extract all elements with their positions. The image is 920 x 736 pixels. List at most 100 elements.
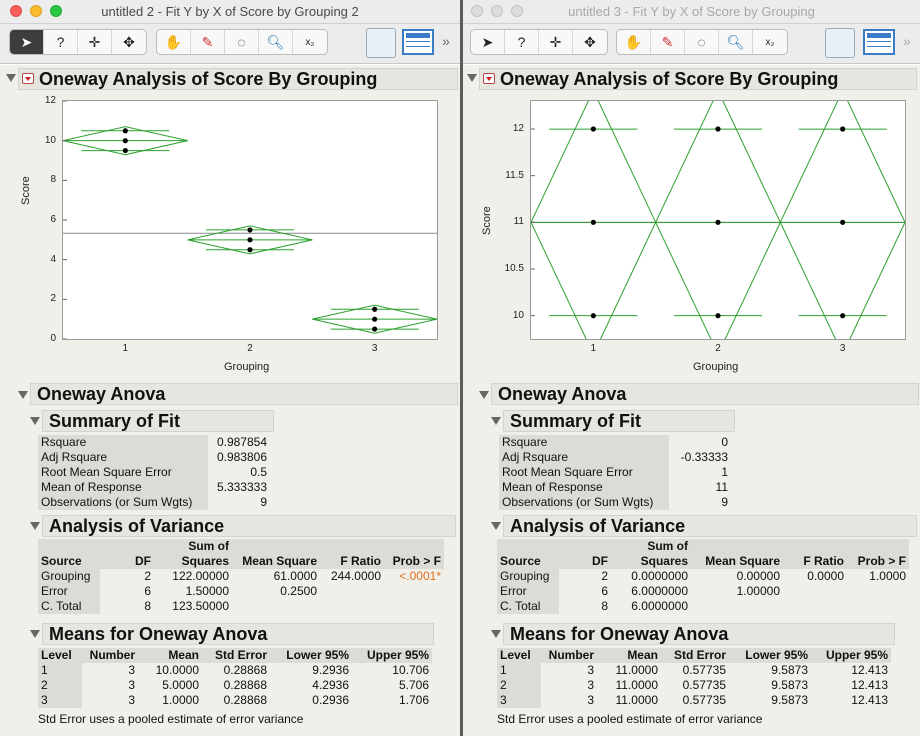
report-title[interactable]: Oneway Analysis of Score By Grouping xyxy=(479,68,917,90)
cell-source: Error xyxy=(497,584,559,599)
disclosure-icon[interactable] xyxy=(491,630,501,638)
y-axis-label: Score xyxy=(481,206,493,235)
fit-value: 0.983806 xyxy=(216,450,267,464)
help-tool-icon[interactable]: ? xyxy=(44,30,78,54)
anova-table: Source DF Sum of Squares Mean Square F Ra… xyxy=(497,539,909,614)
oneway-anova-header[interactable]: Oneway Anova xyxy=(30,383,458,405)
cell-number: 3 xyxy=(587,663,594,677)
lasso-tool-icon[interactable]: ◌ xyxy=(685,30,719,54)
analysis-of-variance-header[interactable]: Analysis of Variance xyxy=(503,515,917,537)
y-tick-label: 10 xyxy=(44,134,56,146)
arrow-tool-icon[interactable]: ➤ xyxy=(10,30,44,54)
disclosure-icon[interactable] xyxy=(18,391,28,399)
report-area: Oneway Analysis of Score By Grouping 10 1… xyxy=(463,65,920,736)
title-bar[interactable]: untitled 2 - Fit Y by X of Score by Grou… xyxy=(0,0,460,24)
hand-tool-icon[interactable]: ✋ xyxy=(617,30,651,54)
minimize-window-button[interactable] xyxy=(30,5,42,17)
data-point xyxy=(840,219,846,225)
oneway-anova-header[interactable]: Oneway Anova xyxy=(491,383,919,405)
footnote: Std Error uses a pooled estimate of erro… xyxy=(38,712,304,726)
means-diamond xyxy=(312,304,437,334)
footnote: Std Error uses a pooled estimate of erro… xyxy=(497,712,763,726)
red-triangle-menu-icon[interactable] xyxy=(22,73,34,84)
cell-ms xyxy=(232,599,320,614)
col-ss-bottom: Squares xyxy=(640,554,688,568)
cell-mean: 11.0000 xyxy=(615,678,659,692)
report-window-left: untitled 2 - Fit Y by X of Score by Grou… xyxy=(0,0,460,736)
disclosure-icon[interactable] xyxy=(30,630,40,638)
jmp-home-icon[interactable] xyxy=(366,28,396,58)
cell-p: 1.0000 xyxy=(869,569,906,583)
y-tick-label: 10 xyxy=(512,309,524,321)
crosshair-tool-icon[interactable]: ✛ xyxy=(78,30,112,54)
close-window-button[interactable] xyxy=(10,5,22,17)
oneway-plot[interactable] xyxy=(530,100,906,340)
cell-number: 3 xyxy=(128,663,135,677)
report-title[interactable]: Oneway Analysis of Score By Grouping xyxy=(18,68,458,90)
annotate-tool-icon[interactable]: x₂ xyxy=(305,36,315,48)
data-table-icon[interactable] xyxy=(402,29,434,55)
disclosure-icon[interactable] xyxy=(491,522,501,530)
cell-upper: 5.706 xyxy=(398,678,429,692)
table-row: 1 3 11.0000 0.57735 9.5873 12.413 xyxy=(497,663,891,678)
annotate-tool-icon[interactable]: x₂ xyxy=(765,36,775,48)
oneway-plot[interactable] xyxy=(62,100,438,340)
cell-df: 6 xyxy=(601,584,608,598)
disclosure-icon[interactable] xyxy=(30,522,40,530)
crosshair-tool-icon[interactable]: ✛ xyxy=(539,30,573,54)
arrow-tool-icon[interactable]: ➤ xyxy=(471,30,505,54)
disclosure-icon[interactable] xyxy=(491,417,501,425)
magnifier-tool-icon[interactable]: 🔍︎ xyxy=(719,30,753,54)
move-tool-icon[interactable]: ✥ xyxy=(123,33,135,50)
cell-upper: 12.413 xyxy=(851,678,888,692)
means-header[interactable]: Means for Oneway Anova xyxy=(42,623,434,645)
brush-tool-icon[interactable]: ✎ xyxy=(651,30,685,54)
means-header[interactable]: Means for Oneway Anova xyxy=(503,623,895,645)
disclosure-icon[interactable] xyxy=(479,391,489,399)
cell-ms xyxy=(691,599,783,614)
zoom-window-button[interactable] xyxy=(511,5,523,17)
lasso-tool-icon[interactable]: ◌ xyxy=(225,30,259,54)
more-icon[interactable]: » xyxy=(903,33,911,49)
zoom-window-button[interactable] xyxy=(50,5,62,17)
close-window-button[interactable] xyxy=(471,5,483,17)
table-header-row: Level Number Mean Std Error Lower 95% Up… xyxy=(497,648,891,663)
y-tick-label: 6 xyxy=(50,214,56,225)
data-table-icon[interactable] xyxy=(863,29,895,55)
brush-tool-icon[interactable]: ✎ xyxy=(191,30,225,54)
disclosure-icon[interactable] xyxy=(6,74,16,82)
x-tick-label: 3 xyxy=(839,343,846,354)
title-bar[interactable]: untitled 3 - Fit Y by X of Score by Grou… xyxy=(463,0,920,24)
cell-f xyxy=(320,599,384,614)
data-point xyxy=(590,219,596,225)
help-tool-icon[interactable]: ? xyxy=(505,30,539,54)
summary-of-fit-header[interactable]: Summary of Fit xyxy=(42,410,274,432)
data-point xyxy=(715,313,721,319)
cell-f: 244.0000 xyxy=(330,569,381,583)
jmp-home-icon[interactable] xyxy=(825,28,855,58)
tool-group-selection: ➤ ? ✛ ✥ xyxy=(470,29,608,55)
cell-ss: 123.50000 xyxy=(172,599,229,613)
analysis-of-variance-header[interactable]: Analysis of Variance xyxy=(42,515,456,537)
cell-lower: 9.2936 xyxy=(312,663,349,677)
more-icon[interactable]: » xyxy=(442,33,450,49)
fit-label: Adj Rsquare xyxy=(499,450,669,465)
magnifier-tool-icon[interactable]: 🔍︎ xyxy=(259,30,293,54)
red-triangle-menu-icon[interactable] xyxy=(483,73,495,84)
data-point xyxy=(372,316,378,322)
cell-number: 3 xyxy=(128,693,135,707)
cell-source: Grouping xyxy=(497,569,559,584)
data-point xyxy=(590,126,596,132)
summary-of-fit-header[interactable]: Summary of Fit xyxy=(503,410,735,432)
move-tool-icon[interactable]: ✥ xyxy=(584,33,596,50)
data-point xyxy=(840,313,846,319)
data-point xyxy=(372,326,378,332)
disclosure-icon[interactable] xyxy=(467,74,477,82)
plot-canvas xyxy=(63,101,437,339)
disclosure-icon[interactable] xyxy=(30,417,40,425)
tool-group-selection: ➤ ? ✛ ✥ xyxy=(9,29,147,55)
cell-se: 0.57735 xyxy=(682,663,726,677)
minimize-window-button[interactable] xyxy=(491,5,503,17)
hand-tool-icon[interactable]: ✋ xyxy=(157,30,191,54)
table-row: Mean of Response 5.333333 xyxy=(38,480,270,495)
